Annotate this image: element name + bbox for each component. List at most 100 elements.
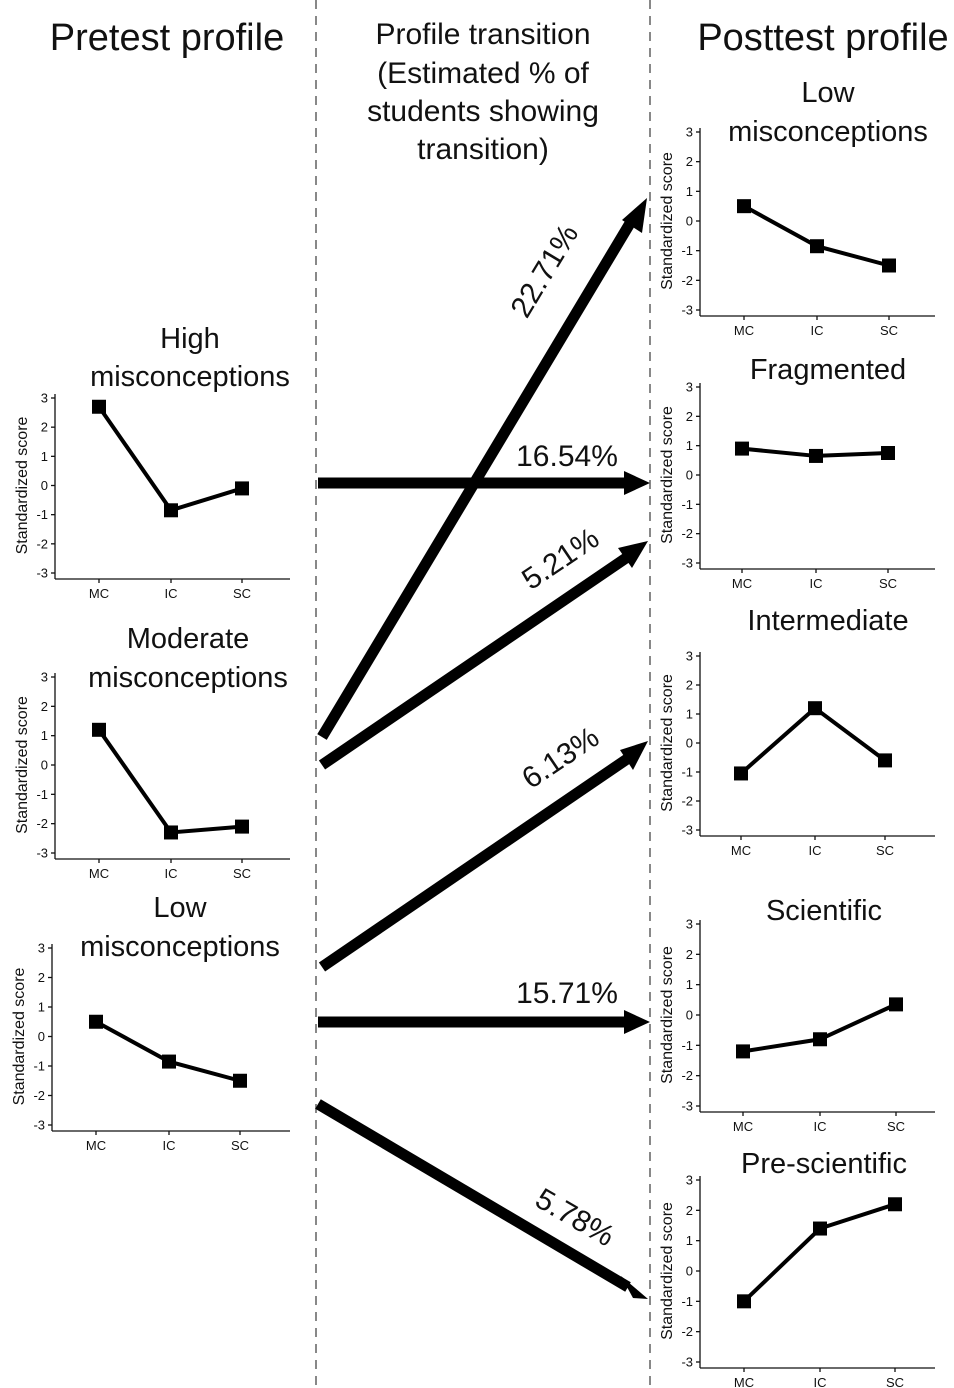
y-tick-label: 1 xyxy=(686,1233,693,1248)
x-tick-label: IC xyxy=(809,843,822,858)
y-tick-label: -3 xyxy=(681,1355,693,1370)
y-tick-label: 1 xyxy=(686,977,693,992)
chart-title-line: Scientific xyxy=(766,895,882,927)
x-tick-label: IC xyxy=(165,866,178,881)
y-tick-label: 1 xyxy=(41,449,48,464)
data-point-marker xyxy=(92,722,106,737)
y-tick-label: 3 xyxy=(686,649,693,664)
y-tick-label: 1 xyxy=(38,1000,45,1015)
arrow-shaft xyxy=(315,1099,631,1292)
posttest-intermediate-chart: Intermediate 3 2 1 0 -1 -2 -3 Standardized score… xyxy=(659,605,935,858)
chart-title-line: Low xyxy=(801,77,855,109)
x-tick-label: MC xyxy=(89,866,109,881)
transition-heading-line-1: Profile transition xyxy=(375,18,590,51)
y-tick-label: -1 xyxy=(36,787,48,802)
data-point-marker xyxy=(164,825,178,840)
x-tick-label: SC xyxy=(886,1375,904,1388)
x-tick-label: MC xyxy=(89,586,109,601)
x-tick-label: MC xyxy=(734,323,754,338)
y-tick-label: -3 xyxy=(681,303,693,318)
y-tick-label: -2 xyxy=(36,536,48,551)
y-tick-label: -3 xyxy=(33,1118,45,1133)
y-axis-label: Standardized score xyxy=(659,674,676,812)
arrowhead xyxy=(622,198,647,233)
chart-title-line: Moderate xyxy=(127,623,250,655)
y-tick-label: -3 xyxy=(681,556,693,571)
arrowhead xyxy=(618,541,648,568)
data-point-marker xyxy=(736,1044,750,1059)
y-tick-label: -2 xyxy=(681,1068,693,1083)
x-tick-label: IC xyxy=(810,576,823,591)
y-tick-label: 1 xyxy=(41,728,48,743)
x-tick-label: MC xyxy=(86,1138,106,1153)
y-tick-label: -3 xyxy=(36,846,48,861)
y-tick-label: 0 xyxy=(686,214,693,229)
x-tick-label: SC xyxy=(879,576,897,591)
data-point-marker xyxy=(882,258,896,273)
y-tick-label: 0 xyxy=(38,1029,45,1044)
transition-heading-line-4: transition) xyxy=(417,133,549,166)
y-tick-label: -2 xyxy=(36,816,48,831)
data-point-marker xyxy=(737,199,751,214)
data-point-marker xyxy=(92,399,106,414)
y-tick-label: 2 xyxy=(686,154,693,169)
chart-title-line: Intermediate xyxy=(747,605,908,637)
arrowhead xyxy=(620,741,648,770)
chart-title-line: misconceptions xyxy=(90,361,290,393)
data-point-marker xyxy=(878,753,892,768)
data-point-marker xyxy=(888,1197,902,1212)
posttest-pre-scientific-chart: Pre-scientific 3 2 1 0 -1 -2 -3 Standardized sco… xyxy=(659,1148,935,1388)
transition-arrow-low-to-scientific xyxy=(318,1010,650,1034)
y-tick-label: -1 xyxy=(681,243,693,258)
y-tick-label: -3 xyxy=(681,823,693,838)
chart-title-line: misconceptions xyxy=(80,931,280,963)
transition-arrow-low-to-intermediate xyxy=(318,741,648,972)
y-tick-label: 0 xyxy=(686,1264,693,1279)
x-tick-label: SC xyxy=(876,843,894,858)
chart-title-line: Fragmented xyxy=(750,354,906,386)
series-line xyxy=(739,705,887,775)
y-axis-label: Standardized score xyxy=(659,946,676,1084)
y-tick-label: -1 xyxy=(681,765,693,780)
y-tick-label: 1 xyxy=(686,707,693,722)
y-tick-label: 0 xyxy=(41,758,48,773)
y-tick-label: 0 xyxy=(686,736,693,751)
y-tick-label: -2 xyxy=(681,794,693,809)
arrowhead xyxy=(624,1010,650,1034)
series-line xyxy=(97,728,243,835)
x-tick-label: IC xyxy=(814,1119,827,1134)
arrowhead xyxy=(621,1276,648,1299)
data-point-marker xyxy=(809,448,823,463)
chart-title-line: misconceptions xyxy=(88,662,288,694)
transition-arrow-high-to-fragmented xyxy=(318,471,650,495)
x-tick-label: SC xyxy=(887,1119,905,1134)
posttest-heading: Posttest profile xyxy=(697,17,948,59)
posttest-fragmented-chart: Fragmented 3 2 1 0 -1 -2 -3 Standardized score MC… xyxy=(659,354,935,591)
x-tick-label: SC xyxy=(880,323,898,338)
y-axis-label: Standardized score xyxy=(659,406,676,544)
x-tick-label: SC xyxy=(233,866,251,881)
y-axis-label: Standardized score xyxy=(659,1202,676,1340)
posttest-low-misconceptions-chart: Low misconceptions 3 2 1 0 -1 -2 -3 Standardized … xyxy=(659,77,935,338)
data-point-marker xyxy=(235,819,249,834)
transition-arrow-low-to-prescientific xyxy=(315,1099,648,1299)
x-tick-label: IC xyxy=(163,1138,176,1153)
pretest-low-misconceptions-chart: Low misconceptions 3 2 1 0 -1 -2 -3 Standardized … xyxy=(11,892,290,1153)
y-tick-label: 3 xyxy=(41,670,48,685)
data-point-marker xyxy=(235,481,249,496)
x-tick-label: IC xyxy=(814,1375,827,1388)
y-tick-label: 2 xyxy=(686,1203,693,1218)
arrow-shaft xyxy=(318,752,634,972)
data-point-marker xyxy=(808,701,822,716)
y-tick-label: 2 xyxy=(41,420,48,435)
y-tick-label: 3 xyxy=(686,1173,693,1188)
y-axis-label: Standardized score xyxy=(659,152,676,290)
arrowhead xyxy=(624,471,650,495)
y-tick-label: 0 xyxy=(41,478,48,493)
y-tick-label: 3 xyxy=(686,125,693,140)
y-axis-label: Standardized score xyxy=(14,696,31,834)
y-tick-label: 1 xyxy=(686,438,693,453)
chart-title-line: Low xyxy=(153,892,207,924)
data-point-marker xyxy=(734,766,748,781)
x-tick-label: MC xyxy=(731,843,751,858)
